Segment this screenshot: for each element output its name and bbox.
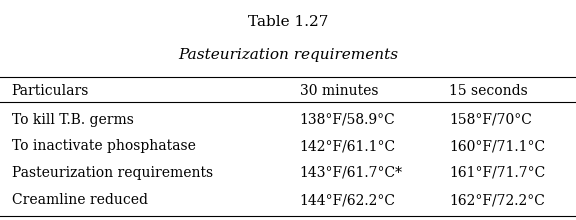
Text: 30 minutes: 30 minutes (300, 84, 378, 98)
Text: Pasteurization requirements: Pasteurization requirements (178, 48, 398, 62)
Text: 143°F/61.7°C*: 143°F/61.7°C* (300, 166, 403, 180)
Text: Table 1.27: Table 1.27 (248, 15, 328, 29)
Text: Particulars: Particulars (12, 84, 89, 98)
Text: Pasteurization requirements: Pasteurization requirements (12, 166, 213, 180)
Text: 144°F/62.2°C: 144°F/62.2°C (300, 193, 396, 207)
Text: 138°F/58.9°C: 138°F/58.9°C (300, 113, 395, 127)
Text: Creamline reduced: Creamline reduced (12, 193, 147, 207)
Text: To kill T.B. germs: To kill T.B. germs (12, 113, 134, 127)
Text: To inactivate phosphatase: To inactivate phosphatase (12, 139, 195, 153)
Text: 158°F/70°C: 158°F/70°C (449, 113, 532, 127)
Text: 142°F/61.1°C: 142°F/61.1°C (300, 139, 396, 153)
Text: 15 seconds: 15 seconds (449, 84, 528, 98)
Text: 161°F/71.7°C: 161°F/71.7°C (449, 166, 545, 180)
Text: 162°F/72.2°C: 162°F/72.2°C (449, 193, 545, 207)
Text: 160°F/71.1°C: 160°F/71.1°C (449, 139, 545, 153)
